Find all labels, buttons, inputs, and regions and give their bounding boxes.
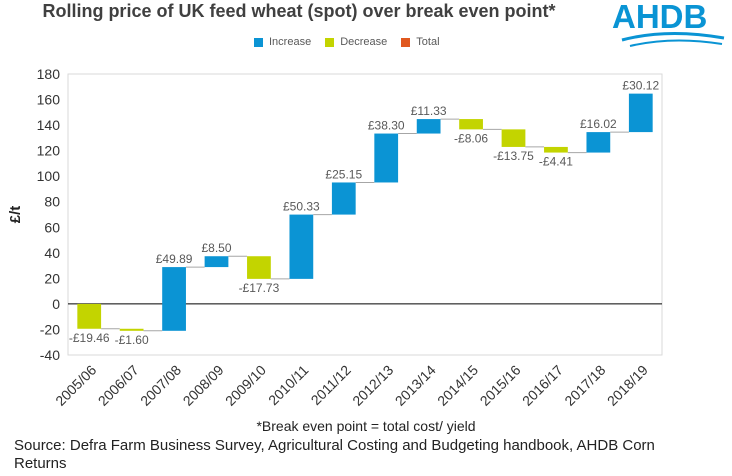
data-label: -£13.75 <box>493 149 534 163</box>
legend-swatch-decrease <box>325 37 335 47</box>
y-tick-label: 100 <box>37 168 61 184</box>
data-label: £25.15 <box>325 167 362 181</box>
footnote: *Break even point = total cost/ yield <box>256 418 476 434</box>
y-tick-label: 40 <box>44 245 60 261</box>
bar-2009/10 <box>247 256 271 279</box>
y-tick-label: 60 <box>44 219 60 235</box>
bar-2012/13 <box>374 133 399 183</box>
y-tick-label: 180 <box>37 66 61 82</box>
x-tick-label: 2006/07 <box>95 362 142 409</box>
data-label: -£17.73 <box>239 281 280 295</box>
bar-2011/12 <box>331 182 356 215</box>
bar-2013/14 <box>416 119 441 134</box>
y-tick-label: 120 <box>37 143 61 159</box>
data-label: £11.33 <box>411 104 447 118</box>
x-tick-label: 2015/16 <box>477 362 524 409</box>
x-tick-label: 2014/15 <box>434 362 481 409</box>
ahdb-logo: AHDB <box>612 0 728 50</box>
bar-2006/07 <box>119 328 144 331</box>
data-label: £30.12 <box>622 79 659 93</box>
bar-2014/15 <box>459 119 483 130</box>
bar-2017/18 <box>586 132 611 153</box>
chart-title: Rolling price of UK feed wheat (spot) ov… <box>42 1 556 21</box>
legend-label-decrease: Decrease <box>340 36 388 48</box>
y-tick-label: -40 <box>40 347 60 363</box>
y-axis-title: £/t <box>7 206 24 224</box>
x-tick-label: 2009/10 <box>222 362 269 409</box>
data-label: -£19.46 <box>69 331 110 345</box>
logo-text: AHDB <box>612 0 708 35</box>
logo-swoosh-icon <box>621 31 725 47</box>
chart-legend: Increase Decrease Total <box>254 36 454 48</box>
legend-label-increase: Increase <box>269 36 312 48</box>
y-tick-label: 160 <box>37 92 61 108</box>
x-tick-label: 2012/13 <box>349 362 396 409</box>
x-tick-label: 2011/12 <box>308 362 355 409</box>
y-tick-label: -20 <box>40 321 60 337</box>
x-tick-label: 2016/17 <box>519 362 566 409</box>
data-label: -£1.60 <box>115 333 149 347</box>
x-tick-label: 2013/14 <box>392 362 439 409</box>
bar-2008/09 <box>204 256 229 268</box>
source-note: Source: Defra Farm Business Survey, Agri… <box>14 437 655 472</box>
bar-2016/17 <box>544 146 568 153</box>
bar-2018/19 <box>628 93 653 133</box>
bar-2010/11 <box>289 214 314 279</box>
y-tick-label: 80 <box>44 194 60 210</box>
y-tick-label: 20 <box>44 270 60 286</box>
x-tick-label: 2008/09 <box>180 362 227 409</box>
bar-2005/06 <box>77 303 102 329</box>
legend-item-decrease: Decrease <box>325 36 387 48</box>
legend-swatch-increase <box>254 37 263 47</box>
data-label: £49.89 <box>156 252 193 266</box>
x-tick-label: 2017/18 <box>561 362 608 409</box>
plot-area <box>67 73 663 356</box>
y-tick-label: 0 <box>52 296 60 312</box>
data-label: £8.50 <box>201 241 231 255</box>
legend-label-total: Total <box>416 36 440 48</box>
data-label: £50.33 <box>283 200 320 214</box>
bar-2015/16 <box>501 129 526 147</box>
bar-2007/08 <box>162 267 186 331</box>
x-tick-label: 2018/19 <box>604 362 651 409</box>
x-tick-label: 2010/11 <box>265 362 312 409</box>
x-tick-label: 2007/08 <box>137 362 184 409</box>
data-label: £38.30 <box>368 119 405 133</box>
data-label: £16.02 <box>580 117 617 131</box>
legend-item-increase: Increase <box>254 36 311 48</box>
waterfall-chart: -40 -20 0 20 40 60 80 100 120 140 160 180 £/t -£19.46… <box>7 66 663 409</box>
x-tick-label: 2005/06 <box>52 362 99 409</box>
legend-swatch-total <box>401 37 411 47</box>
y-tick-label: 140 <box>37 117 61 133</box>
data-label: -£8.06 <box>454 131 488 145</box>
legend-item-total: Total <box>401 36 440 48</box>
data-label: -£4.41 <box>539 155 573 169</box>
